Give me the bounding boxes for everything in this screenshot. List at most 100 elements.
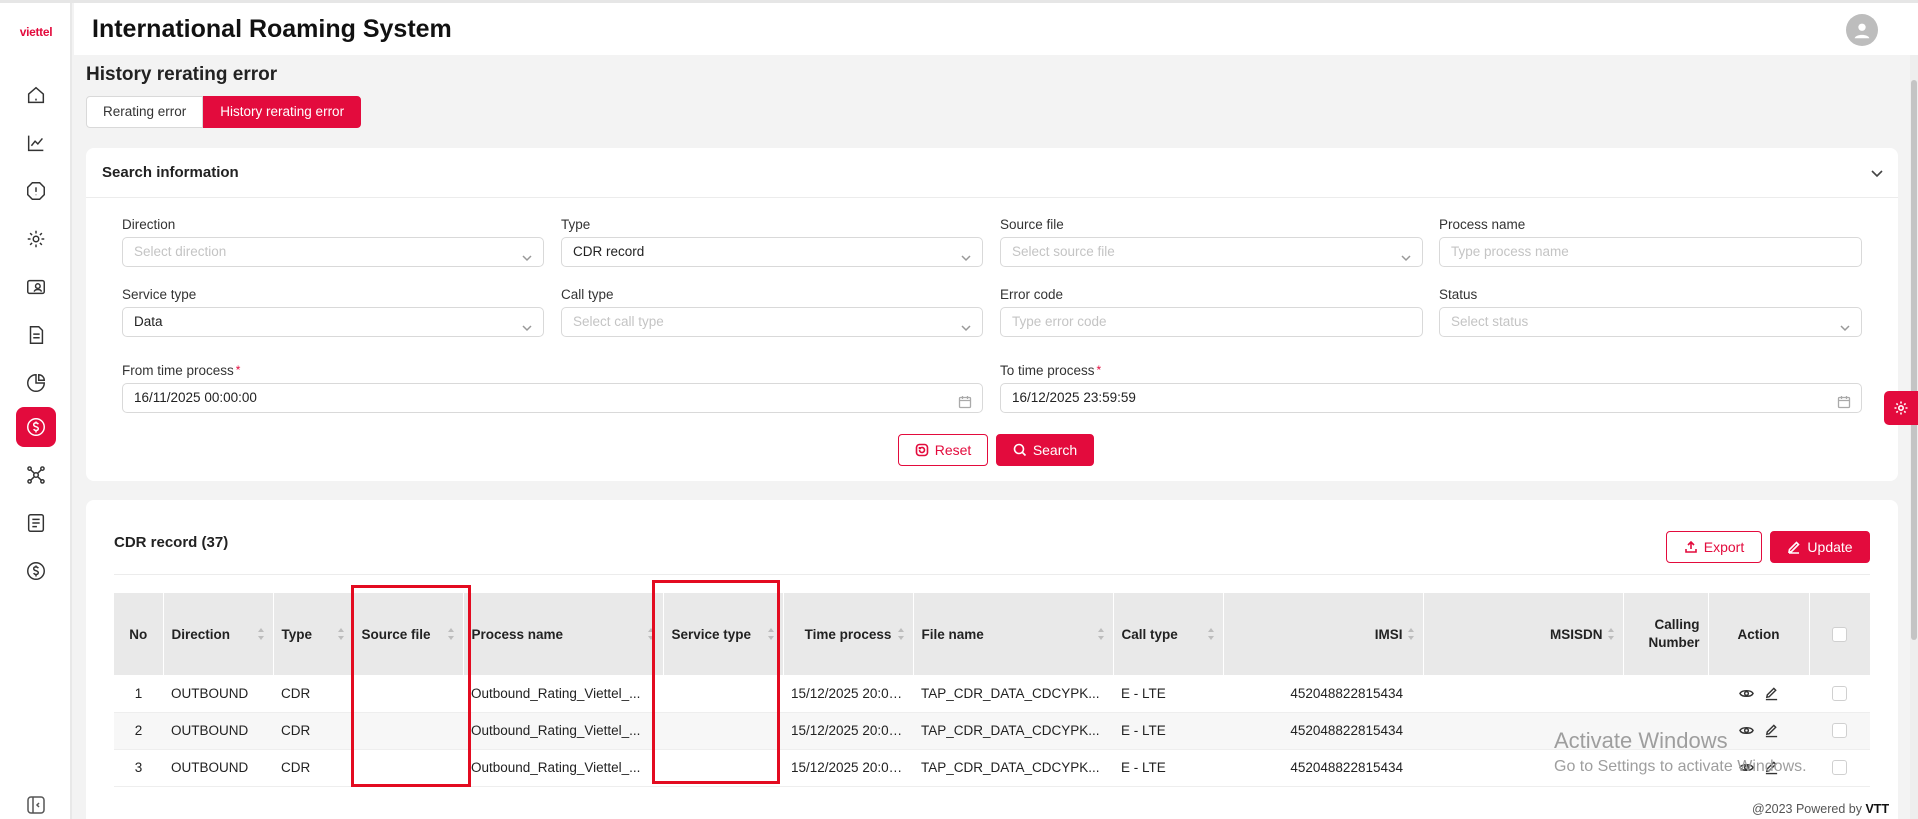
column-header-type[interactable]: Type <box>273 593 354 675</box>
direction-select[interactable]: Select direction <box>122 237 544 267</box>
dollar-circle-icon <box>27 418 45 436</box>
edit-icon[interactable] <box>1764 686 1779 701</box>
cell-select <box>1809 675 1870 713</box>
tab-history-rerating-error[interactable]: History rerating error <box>203 96 362 128</box>
sidebar-item-network[interactable] <box>16 455 56 495</box>
sidebar-collapse-button[interactable] <box>26 795 46 815</box>
edit-icon[interactable] <box>1764 723 1779 738</box>
process-name-label: Process name <box>1439 217 1526 232</box>
cell-file-name: TAP_CDR_DATA_CDCYPK... <box>913 749 1113 787</box>
sidebar-item-logs[interactable] <box>16 503 56 543</box>
call-type-select[interactable]: Select call type <box>561 307 983 337</box>
sort-icon[interactable] <box>447 627 455 641</box>
sort-icon[interactable] <box>897 627 905 641</box>
sidebar-item-rating[interactable] <box>16 407 56 447</box>
cell-msisdn <box>1423 749 1623 787</box>
sidebar: viettel <box>0 3 72 819</box>
process-name-input[interactable]: Type process name <box>1439 237 1862 267</box>
row-checkbox[interactable] <box>1832 723 1847 739</box>
column-header-time-process[interactable]: Time process <box>783 593 914 675</box>
table-row: 2 OUTBOUND CDR Outbound_Rating_Viettel_.… <box>114 712 1870 750</box>
sort-icon[interactable] <box>1207 627 1215 641</box>
status-select[interactable]: Select status <box>1439 307 1862 337</box>
edit-icon[interactable] <box>1764 760 1779 775</box>
chevron-down-icon[interactable] <box>1870 166 1884 180</box>
view-eye-icon[interactable] <box>1738 760 1754 775</box>
direction-label: Direction <box>122 217 176 232</box>
service-type-select[interactable]: Data <box>122 307 544 337</box>
tab-rerating-error[interactable]: Rerating error <box>86 96 204 128</box>
column-header-file-name[interactable]: File name <box>913 593 1114 675</box>
settings-float-button[interactable] <box>1884 391 1918 425</box>
column-header-direction[interactable]: Direction <box>163 593 274 675</box>
view-eye-icon[interactable] <box>1738 723 1754 738</box>
sort-icon[interactable] <box>1607 627 1615 641</box>
select-all-checkbox[interactable] <box>1832 626 1847 642</box>
sort-icon[interactable] <box>767 627 775 641</box>
search-panel-header[interactable]: Search information <box>86 148 1898 198</box>
column-header-source-file[interactable]: Source file <box>353 593 464 675</box>
highlight-box-service-type <box>652 580 780 784</box>
viettel-logo: viettel <box>19 25 53 39</box>
sidebar-item-billing[interactable] <box>16 551 56 591</box>
column-header-process-name[interactable]: Process name <box>463 593 664 675</box>
cell-process-name: Outbound_Rating_Viettel_... <box>463 749 663 787</box>
column-header-msisdn[interactable]: MSISDN <box>1423 593 1624 675</box>
cell-action <box>1708 712 1809 750</box>
cell-type: CDR <box>273 675 353 713</box>
settings-gear-icon <box>1894 401 1908 415</box>
sort-icon[interactable] <box>257 627 265 641</box>
reset-button[interactable]: Reset <box>898 434 988 466</box>
to-time-picker[interactable]: 16/12/2025 23:59:59 <box>1000 383 1862 413</box>
sidebar-item-home[interactable] <box>16 75 56 115</box>
source-file-placeholder: Select source file <box>1012 244 1115 259</box>
search-button[interactable]: Search <box>996 434 1094 466</box>
sort-icon[interactable] <box>337 627 345 641</box>
cell-type: CDR <box>273 712 353 750</box>
cell-action <box>1708 749 1809 787</box>
type-select[interactable]: CDR record <box>561 237 983 267</box>
column-header-calling-number[interactable]: Calling Number <box>1623 593 1709 675</box>
cell-time-process: 15/12/2025 20:01:46 <box>783 675 913 713</box>
user-card-icon <box>27 279 45 295</box>
cell-process-name: Outbound_Rating_Viettel_... <box>463 675 663 713</box>
row-checkbox[interactable] <box>1832 686 1847 702</box>
cell-msisdn <box>1423 675 1623 713</box>
row-checkbox[interactable] <box>1832 760 1847 776</box>
sort-icon[interactable] <box>1097 627 1105 641</box>
cell-msisdn <box>1423 712 1623 750</box>
sidebar-item-documents[interactable] <box>16 315 56 355</box>
sidebar-item-analytics[interactable] <box>16 123 56 163</box>
cell-type: CDR <box>273 749 353 787</box>
document-icon <box>29 326 44 344</box>
error-code-placeholder: Type error code <box>1012 314 1107 329</box>
calendar-icon <box>958 391 972 409</box>
sidebar-item-reports[interactable] <box>16 363 56 403</box>
sidebar-item-operators[interactable] <box>16 267 56 307</box>
column-header-imsi[interactable]: IMSI <box>1223 593 1424 675</box>
table-row: 1 OUTBOUND CDR Outbound_Rating_Viettel_.… <box>114 675 1870 713</box>
cell-imsi: 452048822815434 <box>1223 675 1423 713</box>
source-file-select[interactable]: Select source file <box>1000 237 1423 267</box>
user-avatar[interactable] <box>1846 14 1878 46</box>
sidebar-item-alerts[interactable] <box>16 171 56 211</box>
app-title: International Roaming System <box>92 15 452 43</box>
error-code-input[interactable]: Type error code <box>1000 307 1423 337</box>
cell-no: 3 <box>114 749 163 787</box>
column-header-service-type[interactable]: Service type <box>663 593 784 675</box>
page-scrollbar-thumb[interactable] <box>1911 80 1917 640</box>
cell-action <box>1708 675 1809 713</box>
chevron-down-icon <box>960 246 972 262</box>
sort-icon[interactable] <box>1407 627 1415 641</box>
view-eye-icon[interactable] <box>1738 686 1754 701</box>
column-header-call-type[interactable]: Call type <box>1113 593 1224 675</box>
sidebar-item-config[interactable] <box>16 219 56 259</box>
watermark-line-2: Go to Settings to activate Windows. <box>1554 758 1807 775</box>
from-time-picker[interactable]: 16/11/2025 00:00:00 <box>122 383 983 413</box>
export-button[interactable]: Export <box>1666 531 1762 563</box>
update-button[interactable]: Update <box>1770 531 1870 563</box>
reset-icon <box>915 443 929 457</box>
from-time-label: From time process * <box>122 363 241 378</box>
required-mark: * <box>1096 363 1102 377</box>
process-name-placeholder: Type process name <box>1451 244 1569 259</box>
